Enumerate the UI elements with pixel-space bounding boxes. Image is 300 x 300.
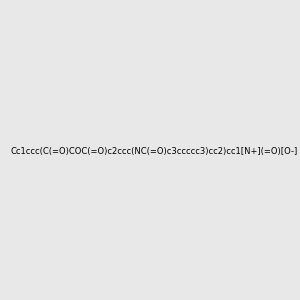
Text: Cc1ccc(C(=O)COC(=O)c2ccc(NC(=O)c3ccccc3)cc2)cc1[N+](=O)[O-]: Cc1ccc(C(=O)COC(=O)c2ccc(NC(=O)c3ccccc3)…	[10, 147, 297, 156]
